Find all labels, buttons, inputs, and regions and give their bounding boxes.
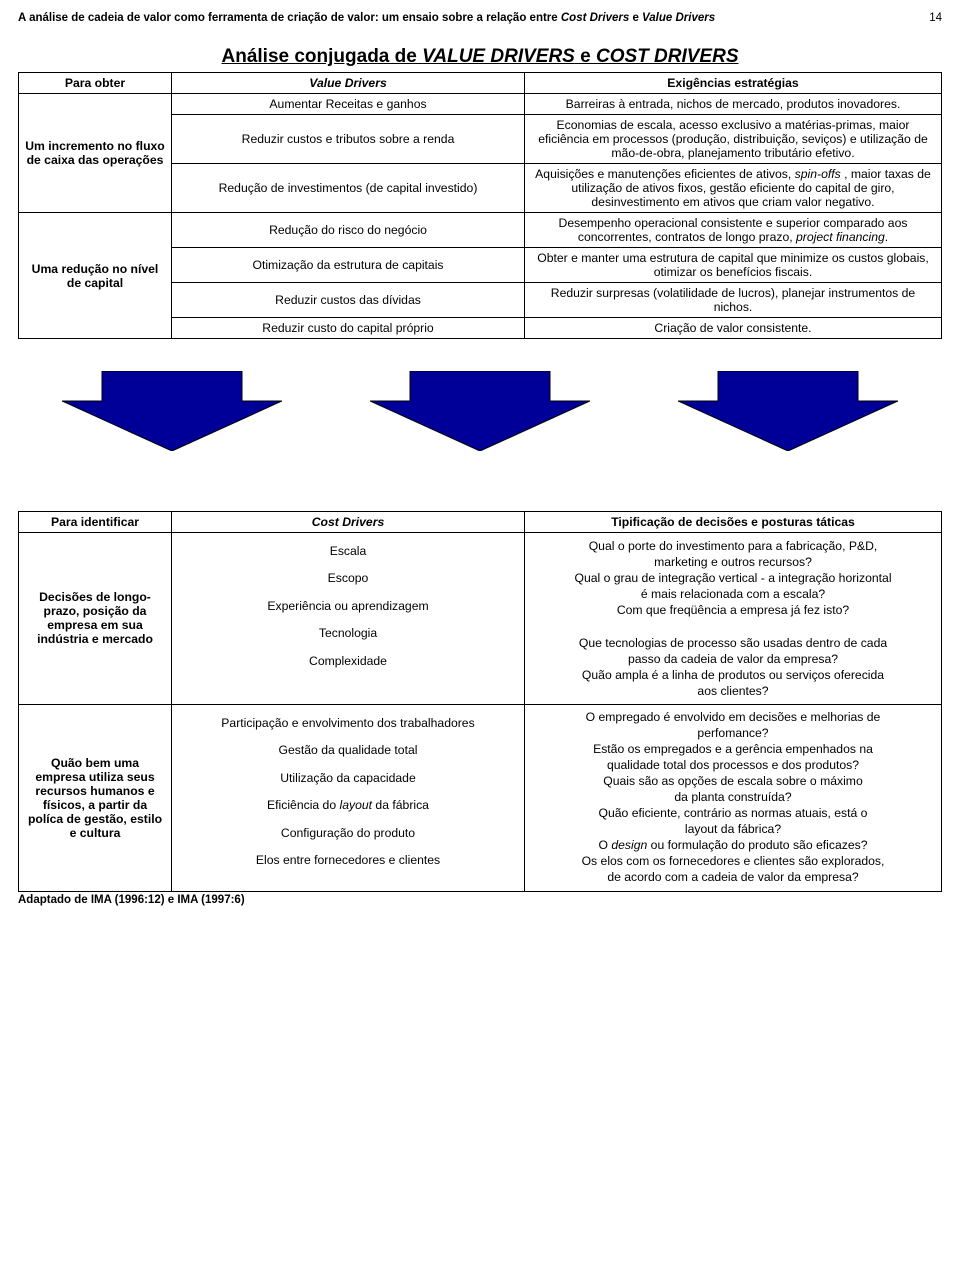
t1-r1-c3: Barreiras à entrada, nichos de mercado, … bbox=[525, 94, 942, 115]
t1-r2-c3: Economias de escala, acesso exclusivo a … bbox=[525, 115, 942, 164]
main-title: Análise conjugada de VALUE DRIVERS e COS… bbox=[18, 46, 942, 68]
t1-r5-c3: Obter e manter uma estrutura de capital … bbox=[525, 248, 942, 283]
t1-r6-c3: Reduzir surpresas (volatilidade de lucro… bbox=[525, 283, 942, 318]
header-ital2: Value Drivers bbox=[642, 12, 715, 24]
t2-h1: Para identificar bbox=[19, 512, 172, 533]
page-header: A análise de cadeia de valor como ferram… bbox=[18, 12, 942, 24]
arrow-row bbox=[18, 339, 942, 511]
t1-h3: Exigências estratégias bbox=[525, 73, 942, 94]
down-arrow-icon bbox=[370, 371, 590, 451]
t2-b2-c2: Participação e envolvimento dos trabalha… bbox=[172, 704, 525, 891]
header-text: A análise de cadeia de valor como ferram… bbox=[18, 12, 561, 24]
t1-r6-c2: Reduzir custos das dívidas bbox=[172, 283, 525, 318]
t1-r2-c2: Reduzir custos e tributos sobre a renda bbox=[172, 115, 525, 164]
t1-r5-c2: Otimização da estrutura de capitais bbox=[172, 248, 525, 283]
t1-r5-c1: Uma redução no nível de capital bbox=[19, 213, 172, 339]
source-line: Adaptado de IMA (1996:12) e IMA (1997:6) bbox=[18, 894, 942, 906]
t2-b2-c3: O empregado é envolvido em decisões e me… bbox=[525, 704, 942, 891]
t1-r4-c2: Redução do risco do negócio bbox=[172, 213, 525, 248]
t1-r7-c3: Criação de valor consistente. bbox=[525, 318, 942, 339]
header-text2: e bbox=[629, 12, 642, 24]
t2-b1-c2: EscalaEscopoExperiência ou aprendizagemT… bbox=[172, 533, 525, 705]
t1-r3-c2: Redução de investimentos (de capital inv… bbox=[172, 164, 525, 213]
t1-h2: Value Drivers bbox=[172, 73, 525, 94]
down-arrow-icon bbox=[678, 371, 898, 451]
t1-r1-c2: Aumentar Receitas e ganhos bbox=[172, 94, 525, 115]
t2-b1-c1: Decisões de longo-prazo, posição da empr… bbox=[19, 533, 172, 705]
down-arrow-icon bbox=[62, 371, 282, 451]
t2-b2-c1: Quão bem uma empresa utiliza seus recurs… bbox=[19, 704, 172, 891]
header-ital1: Cost Drivers bbox=[561, 12, 629, 24]
t1-r4-c3: Desempenho operacional consistente e sup… bbox=[525, 213, 942, 248]
cost-drivers-table: Para identificar Cost Drivers Tipificaçã… bbox=[18, 511, 942, 892]
t1-h1: Para obter bbox=[19, 73, 172, 94]
page-number: 14 bbox=[929, 12, 942, 24]
t1-r7-c2: Reduzir custo do capital próprio bbox=[172, 318, 525, 339]
t2-h2: Cost Drivers bbox=[172, 512, 525, 533]
value-drivers-table: Para obter Value Drivers Exigências estr… bbox=[18, 72, 942, 339]
t1-r3-c3: Aquisições e manutenções eficientes de a… bbox=[525, 164, 942, 213]
t2-b1-c3: Qual o porte do investimento para a fabr… bbox=[525, 533, 942, 705]
t1-r2-c1: Um incremento no fluxo de caixa das oper… bbox=[19, 94, 172, 213]
t2-h3: Tipificação de decisões e posturas tátic… bbox=[525, 512, 942, 533]
